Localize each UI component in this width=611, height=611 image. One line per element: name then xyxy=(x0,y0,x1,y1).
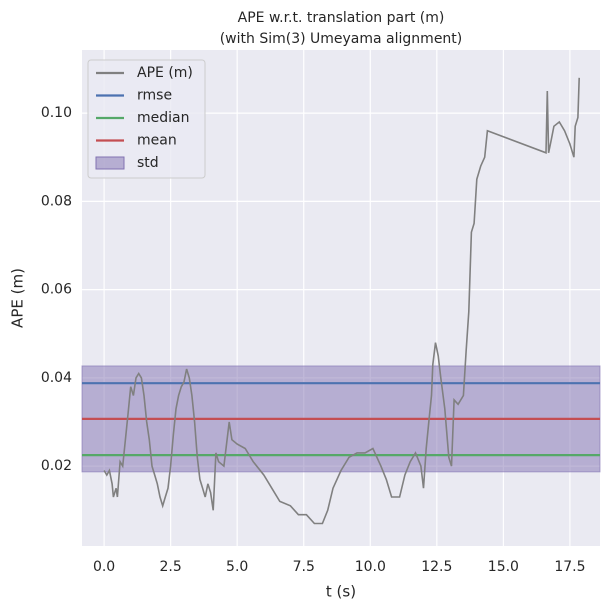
x-tick-label: 10.0 xyxy=(355,559,386,575)
x-tick-label: 15.0 xyxy=(488,559,519,575)
x-tick-label: 7.5 xyxy=(293,559,315,575)
chart-title: APE w.r.t. translation part (m) xyxy=(238,10,445,26)
y-tick-label: 0.06 xyxy=(41,282,72,298)
y-tick-label: 0.02 xyxy=(41,458,72,474)
legend-box xyxy=(87,59,206,179)
legend-label: median xyxy=(137,110,189,126)
legend-label: mean xyxy=(137,133,177,149)
x-tick-label: 2.5 xyxy=(160,559,182,575)
y-tick-label: 0.04 xyxy=(41,370,72,386)
y-axis-label: APE (m) xyxy=(9,268,27,328)
x-tick-label: 12.5 xyxy=(421,559,452,575)
ape-line xyxy=(103,77,580,525)
legend: APE (m) rmse median mean std xyxy=(87,59,206,179)
legend-swatch xyxy=(95,156,125,170)
legend-label: std xyxy=(137,155,159,171)
y-tick-label: 0.08 xyxy=(41,193,72,209)
legend-label: APE (m) xyxy=(137,65,193,81)
x-tick-label: 0.0 xyxy=(93,559,115,575)
legend-label: rmse xyxy=(137,88,172,104)
x-tick-label: 5.0 xyxy=(226,559,248,575)
y-tick-label: 0.10 xyxy=(41,105,72,121)
x-axis-label: t (s) xyxy=(326,583,356,601)
x-tick-label: 17.5 xyxy=(554,559,585,575)
chart-subtitle: (with Sim(3) Umeyama alignment) xyxy=(220,31,463,47)
